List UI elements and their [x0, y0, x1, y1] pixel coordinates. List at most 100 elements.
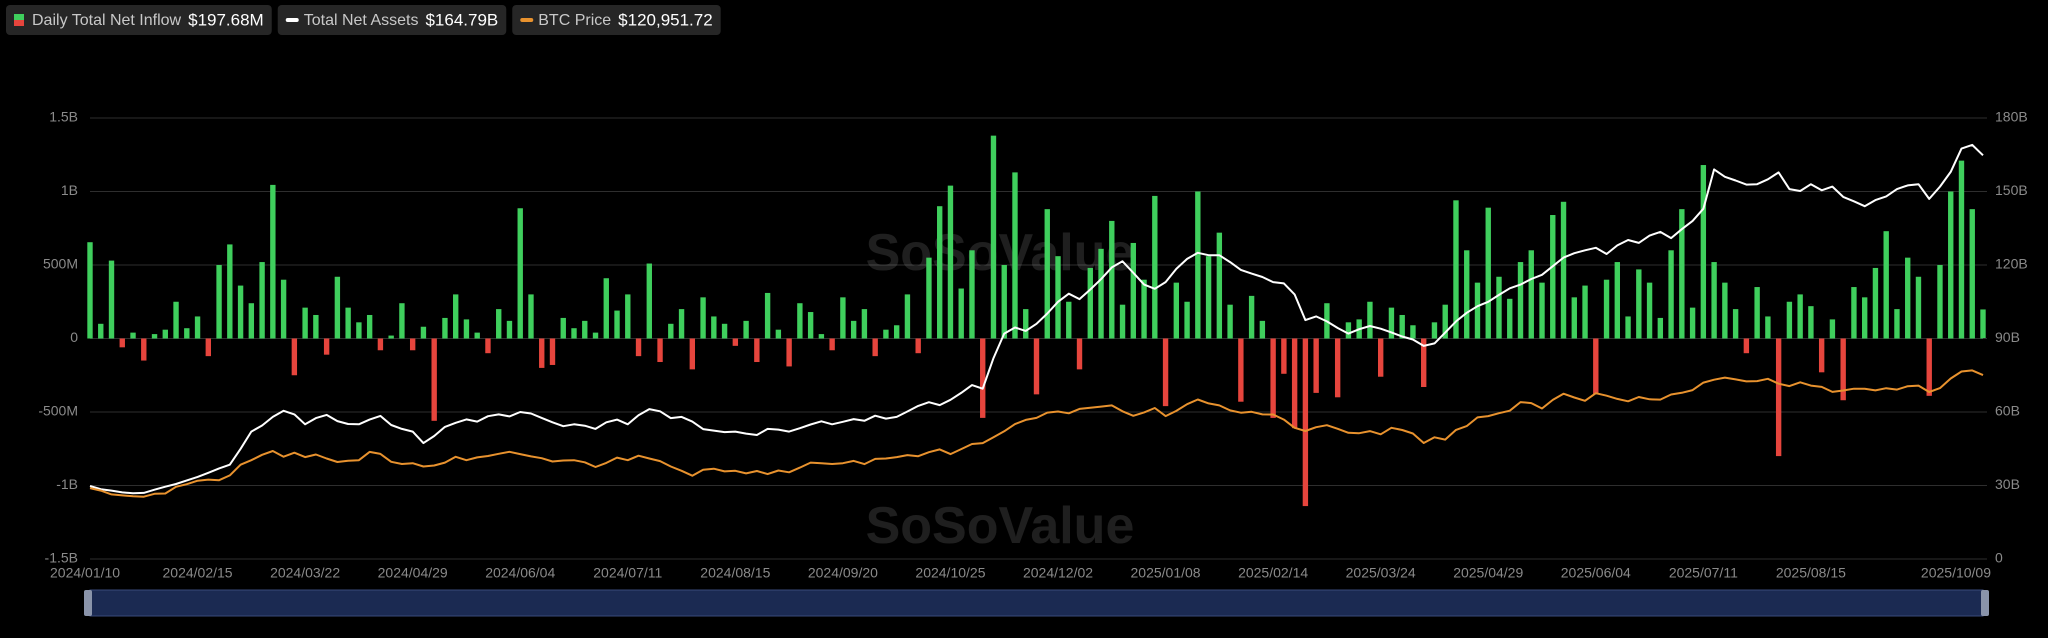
- bar: [1808, 306, 1814, 339]
- legend-label: Total Net Assets: [304, 12, 419, 29]
- y2-tick-label: 180B: [1995, 109, 2028, 125]
- bar: [1431, 322, 1438, 339]
- bar: [1732, 309, 1739, 339]
- y-tick-label: 1.5B: [49, 109, 78, 125]
- legend-item[interactable]: Total Net Assets $164.79B: [277, 5, 507, 35]
- y-tick-label: 500M: [43, 256, 78, 272]
- bar: [141, 338, 147, 361]
- bar: [248, 303, 255, 339]
- bar: [1001, 265, 1007, 339]
- bar: [1216, 232, 1223, 339]
- bar: [657, 338, 663, 363]
- bar: [1539, 282, 1545, 339]
- y-tick-label: 1B: [61, 182, 78, 198]
- bar: [1410, 325, 1416, 339]
- bar: [1367, 301, 1373, 339]
- bar: [1281, 338, 1287, 374]
- legend: Daily Total Net Inflow $197.68M Total Net …: [6, 5, 721, 35]
- bar: [1162, 338, 1169, 407]
- bar: [280, 279, 287, 339]
- bar: [1829, 319, 1836, 339]
- bar: [227, 244, 233, 339]
- bar: [1711, 262, 1717, 339]
- bar: [270, 184, 276, 339]
- bar: [1883, 231, 1889, 339]
- watermark: SoSoValue: [866, 224, 1135, 282]
- bar: [1679, 209, 1685, 339]
- bar: [98, 323, 104, 339]
- y2-tick-label: 150B: [1995, 182, 2028, 198]
- bar: [764, 292, 771, 339]
- bar: [485, 338, 491, 354]
- bar: [496, 309, 502, 339]
- bar: [990, 135, 997, 339]
- x-tick-label: 2025/10/09: [1921, 565, 1991, 581]
- bar: [1765, 316, 1771, 339]
- legend-item[interactable]: BTC Price $120,951.72: [512, 5, 721, 35]
- bar: [1700, 165, 1707, 339]
- y-tick-label: -1.5B: [45, 550, 78, 566]
- watermark: SoSoValue: [866, 497, 1135, 555]
- bar: [399, 303, 405, 339]
- bar: [1388, 307, 1395, 339]
- navigator-handle-right[interactable]: [1981, 590, 1989, 616]
- lines: [89, 143, 1984, 498]
- bar: [614, 310, 620, 339]
- legend-background: [6, 5, 272, 35]
- bar: [850, 320, 857, 339]
- bar: [1625, 316, 1631, 339]
- bar: [1528, 250, 1534, 339]
- bar: [840, 297, 846, 339]
- bar: [1646, 282, 1653, 339]
- bar: [474, 332, 480, 339]
- bar: [775, 329, 782, 339]
- bar: [1689, 307, 1696, 339]
- bar: [1948, 191, 1954, 339]
- bar: [1173, 282, 1180, 339]
- bar: [259, 262, 265, 339]
- bar: [528, 294, 534, 339]
- bar: [635, 338, 642, 357]
- legend-background: [512, 5, 721, 35]
- bar: [291, 338, 298, 376]
- bar: [1485, 207, 1491, 339]
- bar: [754, 338, 760, 363]
- bar: [1851, 287, 1857, 339]
- bar: [797, 303, 803, 339]
- bar: [646, 263, 652, 339]
- bar: [431, 338, 437, 421]
- bar: [442, 317, 448, 339]
- bar: [1227, 304, 1233, 339]
- bar: [1872, 267, 1879, 339]
- bar: [592, 332, 599, 339]
- bar: [1861, 297, 1868, 339]
- bar: [1657, 317, 1664, 339]
- bar: [571, 328, 577, 339]
- bar: [883, 329, 889, 339]
- axes: -1.5B -1B -500M 0 500M 1B 1.5B 0 30B 60B 90B 120B 15…: [38, 109, 2027, 581]
- bar: [1334, 338, 1341, 398]
- navigator: [84, 589, 1989, 617]
- bar: [861, 309, 868, 339]
- legend-background: [277, 5, 507, 35]
- bar: [1023, 309, 1029, 339]
- bar: [1345, 322, 1352, 339]
- bar: [937, 206, 943, 339]
- bar: [1012, 172, 1018, 339]
- bar: [366, 314, 373, 339]
- x-tick-label: 2024/04/29: [378, 565, 448, 581]
- legend-value: $197.68M: [188, 10, 264, 29]
- bar: [323, 338, 330, 355]
- bar: [678, 309, 685, 339]
- bar: [237, 285, 244, 339]
- legend-item[interactable]: Daily Total Net Inflow $197.68M: [6, 5, 272, 35]
- bar: [1593, 338, 1599, 395]
- bar: [162, 329, 168, 339]
- navigator-handle-left[interactable]: [84, 590, 92, 616]
- bar: [625, 294, 631, 339]
- navigator-range[interactable]: [89, 589, 1984, 617]
- legend-value: $120,951.72: [618, 10, 713, 29]
- bar: [1743, 338, 1750, 354]
- legend-label: BTC Price: [538, 12, 611, 29]
